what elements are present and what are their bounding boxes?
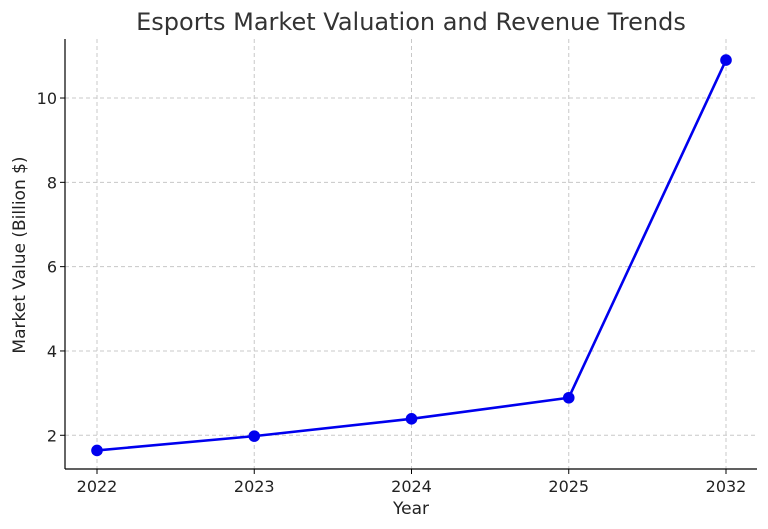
y-tick-label: 4 [47,342,57,361]
y-axis-label: Market Value (Billion $) [10,156,30,353]
x-tick-label: 2023 [234,477,275,496]
x-axis-label: Year [392,499,429,519]
y-tick-label: 8 [47,173,57,192]
x-tick-label: 2022 [77,477,118,496]
data-point [562,391,575,404]
x-tick-label: 2032 [706,477,747,496]
x-tick-label: 2024 [391,477,432,496]
data-point [91,444,103,457]
data-point [720,54,732,66]
data-point [405,413,418,425]
x-tick-label: 2025 [548,477,589,496]
series [91,54,732,457]
y-tick-label: 10 [37,89,57,108]
data-point [248,430,261,442]
y-tick-label: 2 [47,426,57,445]
ticks: 2022 2023 2024 2025 2032 2 4 6 8 10 [37,89,747,496]
chart-title: Esports Market Valuation and Revenue Tre… [136,8,686,36]
grid [65,39,757,469]
y-tick-label: 6 [47,258,57,277]
